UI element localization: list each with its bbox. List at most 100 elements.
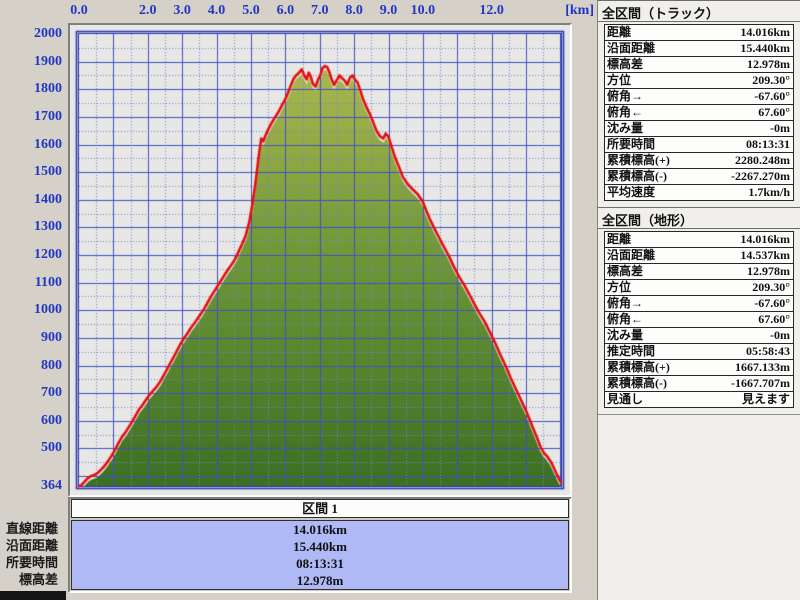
stat-label: 距離 (607, 232, 632, 246)
x-tick-label: 12.0 (479, 3, 504, 18)
x-tick-label: 0.0 (70, 3, 88, 18)
stat-label: 俯角→ (607, 89, 644, 103)
stat-row: 累積標高(+) 2280.248m (605, 153, 793, 169)
stats-section: 全区間（トラック） 距離 14.016km 沿面距離 15.440km 標高差 12.978… (598, 0, 800, 201)
stat-label: 沈み量 (607, 328, 644, 342)
stat-value: 12.978m (747, 264, 790, 278)
x-tick-label: 6.0 (276, 3, 295, 18)
section-row-label: 標高差 (18, 572, 58, 587)
section-row-label: 所要時間 (5, 555, 58, 570)
stats-section: 全区間（地形） 距離 14.016km 沿面距離 14.537km 標高差 12.978m 方… (598, 207, 800, 408)
stat-value: 2280.248m (735, 153, 790, 167)
stat-value: 14.016km (740, 25, 790, 39)
y-tick-label: 1700 (34, 108, 62, 124)
stat-label: 俯角← (607, 105, 644, 119)
stat-label: 距離 (607, 25, 632, 39)
x-tick-label: 3.0 (173, 3, 191, 18)
stat-value: 12.978m (747, 57, 790, 71)
stat-row: 方位 209.30° (605, 73, 793, 89)
x-tick-label: 9.0 (379, 3, 398, 18)
section-header: 区間 1 (71, 499, 569, 518)
stat-row: 方位 209.30° (605, 280, 793, 296)
stat-label: 方位 (607, 280, 632, 294)
stat-label: 平均速度 (607, 185, 656, 199)
stat-label: 方位 (607, 73, 632, 87)
y-tick-label: 900 (41, 329, 62, 345)
section-summary-table: 区間 1 14.016km 15.440km 08:13:31 12.978m (68, 497, 572, 593)
stat-label: 累積標高(+) (607, 153, 670, 167)
stat-value: -1667.707m (731, 376, 790, 390)
stat-row: 所要時間 08:13:31 (605, 137, 793, 153)
stat-label: 所要時間 (607, 137, 656, 151)
stat-label: 沈み量 (607, 121, 644, 135)
stat-label: 累積標高(-) (607, 169, 667, 183)
y-tick-label: 700 (41, 385, 62, 401)
stat-value: -0m (770, 121, 790, 135)
y-tick-label: 1500 (34, 164, 62, 180)
x-tick-label: 5.0 (242, 3, 260, 18)
stat-row: 距離 14.016km (605, 25, 793, 41)
stat-row: 標高差 12.978m (605, 264, 793, 280)
x-tick-label: 7.0 (310, 3, 329, 18)
stat-row: 沈み量 -0m (605, 121, 793, 137)
y-tick-label: 1600 (34, 136, 62, 152)
x-tick-label: 10.0 (410, 3, 436, 18)
stat-value: 1.7km/h (748, 185, 790, 199)
stat-row: 見通し 見えます (605, 392, 793, 407)
stat-value: -67.60° (754, 89, 790, 103)
stat-label: 沿面距離 (607, 41, 656, 55)
stat-value: -2267.270m (731, 169, 790, 183)
stat-value: 14.537km (740, 248, 790, 262)
stats-table: 距離 14.016km 沿面距離 15.440km 標高差 12.978m 方位 209.30… (604, 24, 794, 201)
y-tick-label: 1000 (34, 302, 62, 318)
stat-value: 05:58:43 (746, 344, 790, 358)
stat-row: 累積標高(+) 1667.133m (605, 360, 793, 376)
stat-value: -0m (770, 328, 790, 342)
stat-row: 俯角← 67.60° (605, 105, 793, 121)
section-row-label: 直線距離 (5, 521, 58, 536)
x-tick-label: 8.0 (345, 3, 363, 18)
section-value: 12.978m (296, 573, 344, 588)
stat-row: 沈み量 -0m (605, 328, 793, 344)
stat-label: 累積標高(+) (607, 360, 670, 374)
stat-row: 累積標高(-) -1667.707m (605, 376, 793, 392)
stat-row: 俯角→ -67.60° (605, 89, 793, 105)
stat-row: 沿面距離 15.440km (605, 41, 793, 57)
stat-value: 67.60° (758, 312, 790, 326)
stats-section-title: 全区間（地形） (598, 208, 800, 229)
section-values: 14.016km 15.440km 08:13:31 12.978m (71, 520, 569, 590)
x-axis: 0.0 2.0 3.0 4.0 5.0 6.0 7.0 8.0 9.0 10.0 12.0 [km] (0, 0, 597, 23)
stat-row: 俯角← 67.60° (605, 312, 793, 328)
stat-row: 距離 14.016km (605, 232, 793, 248)
y-tick-label: 500 (41, 440, 62, 456)
stat-row: 累積標高(-) -2267.270m (605, 169, 793, 185)
section-value: 08:13:31 (296, 556, 344, 571)
y-tick-label: 1300 (34, 219, 62, 235)
y-tick-label: 1200 (34, 247, 62, 263)
panel-divider (598, 414, 800, 415)
stat-value: -67.60° (754, 296, 790, 310)
stat-row: 沿面距離 14.537km (605, 248, 793, 264)
stat-label: 俯角→ (607, 296, 644, 310)
stat-label: 推定時間 (607, 344, 656, 358)
stats-section-title: 全区間（トラック） (598, 1, 800, 22)
stat-value: 14.016km (740, 232, 790, 246)
stat-label: 沿面距離 (607, 248, 656, 262)
stat-label: 累積標高(-) (607, 376, 667, 390)
stat-value: 見えます (741, 392, 790, 406)
stat-label: 見通し (607, 392, 644, 406)
corner-bar (0, 591, 66, 600)
y-tick-label: 600 (41, 412, 62, 428)
section-value: 14.016km (293, 522, 347, 537)
stat-value: 209.30° (752, 280, 790, 294)
y-tick-label: 800 (41, 357, 62, 373)
y-tick-label: 364 (41, 478, 62, 493)
stat-value: 15.440km (740, 41, 790, 55)
stat-label: 俯角← (607, 312, 644, 326)
elevation-chart-canvas[interactable] (70, 25, 570, 495)
x-tick-label: 4.0 (207, 3, 226, 18)
y-axis: 2000 1900 1800 1700 1600 1500 1400 1300 1200 1100… (0, 0, 62, 500)
x-tick-label: 2.0 (139, 3, 157, 18)
stats-table: 距離 14.016km 沿面距離 14.537km 標高差 12.978m 方位 209.30… (604, 231, 794, 408)
